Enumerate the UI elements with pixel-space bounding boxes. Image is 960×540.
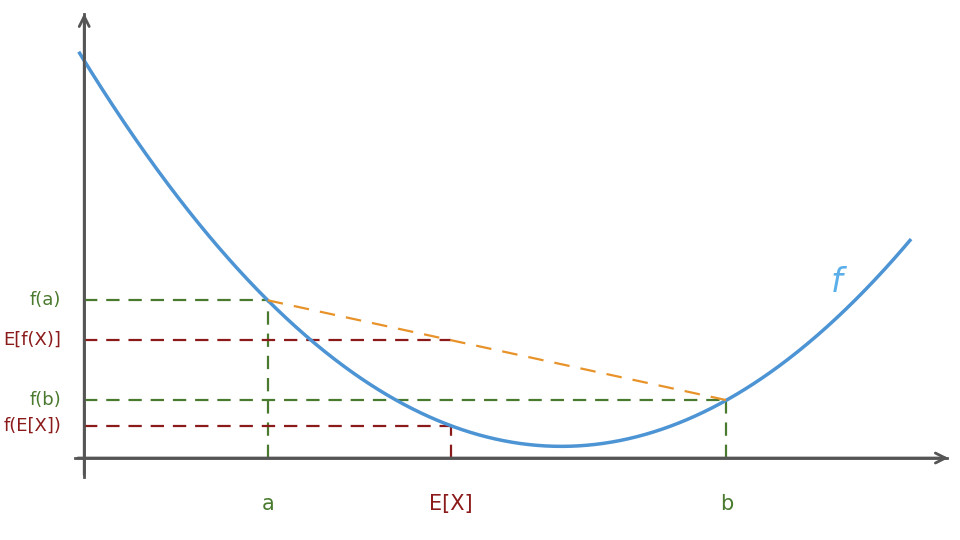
- Text: a: a: [261, 494, 275, 514]
- Text: b: b: [720, 494, 733, 514]
- Text: E[X]: E[X]: [429, 494, 473, 514]
- Text: E[f(X)]: E[f(X)]: [4, 331, 61, 349]
- Text: f: f: [830, 266, 843, 299]
- Text: f(E[X]): f(E[X]): [4, 417, 61, 435]
- Text: f(a): f(a): [30, 291, 61, 309]
- Text: f(b): f(b): [30, 391, 61, 409]
